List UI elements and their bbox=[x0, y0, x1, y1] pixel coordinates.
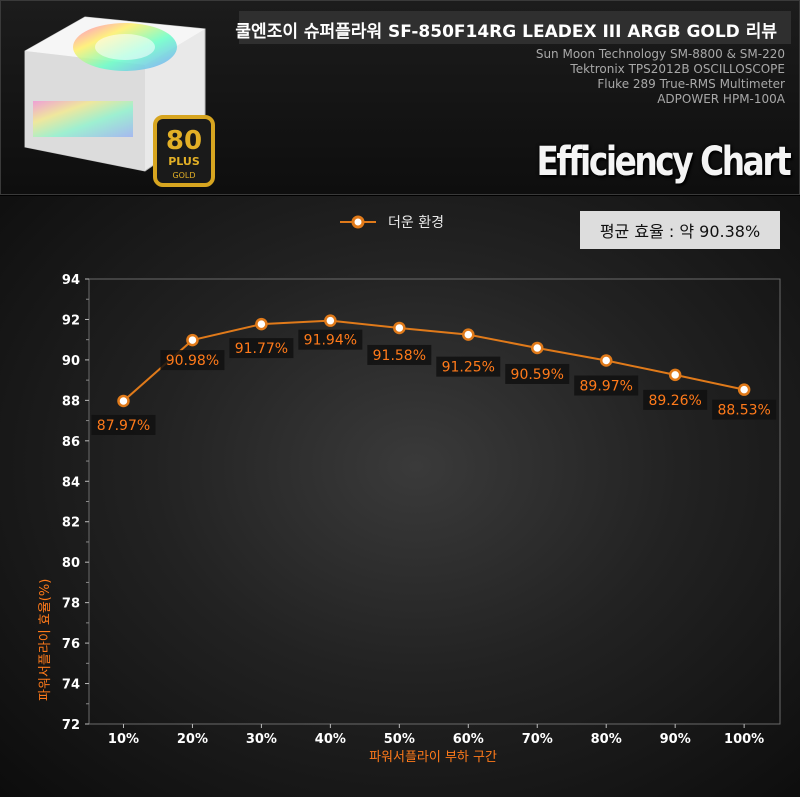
data-point bbox=[668, 368, 682, 382]
average-efficiency-box: 평균 효율 : 약 90.38% bbox=[580, 211, 780, 249]
equipment-line: Sun Moon Technology SM-8800 & SM-220 bbox=[535, 47, 785, 61]
badge-bottom-text: GOLD bbox=[172, 171, 195, 180]
x-tick-label: 70% bbox=[522, 732, 553, 747]
y-tick-label: 72 bbox=[62, 718, 80, 733]
series-line bbox=[122, 319, 745, 402]
review-title: 쿨엔조이 슈퍼플라워 SF-850F14RG LEADEX III ARGB G… bbox=[235, 22, 777, 42]
data-point bbox=[599, 354, 613, 367]
equipment-line: Tektronix TPS2012B OSCILLOSCOPE bbox=[570, 62, 785, 76]
x-tick-label: 10% bbox=[108, 732, 139, 747]
chart-area: 72 74 76 78 80 82 84 86 88 90 92 94 10% 20% 30% 40% 50% 6… bbox=[0, 196, 800, 797]
data-label-bg bbox=[436, 356, 501, 377]
efficiency-line-chart: 72 74 76 78 80 82 84 86 88 90 92 94 10% 20% 30% 40% 50% 6… bbox=[62, 273, 781, 747]
x-tick-label: 100% bbox=[724, 732, 764, 747]
badge-top-text: 80 bbox=[166, 126, 202, 156]
data-label: 91.25% bbox=[442, 360, 495, 376]
chart-title: Efficiency Chart bbox=[536, 139, 791, 185]
data-label: 90.98% bbox=[166, 353, 219, 369]
data-label-bg bbox=[505, 363, 570, 384]
data-point bbox=[117, 394, 130, 408]
data-point bbox=[531, 341, 544, 355]
x-tick-label: 90% bbox=[660, 732, 691, 747]
test-equipment-list: Sun Moon Technology SM-8800 & SM-220 Tek… bbox=[536, 47, 785, 107]
y-tick-label: 94 bbox=[62, 273, 80, 288]
y-tick-label: 88 bbox=[62, 394, 80, 409]
x-tick-label: 20% bbox=[177, 732, 208, 747]
y-tick-label: 86 bbox=[62, 435, 80, 450]
y-tick-label: 80 bbox=[62, 556, 80, 571]
x-tick-label: 30% bbox=[246, 732, 277, 747]
data-label-bg bbox=[712, 399, 777, 420]
data-label-bg bbox=[229, 338, 294, 359]
y-tick-label: 82 bbox=[62, 516, 80, 531]
data-point bbox=[737, 383, 751, 396]
legend-marker-icon bbox=[340, 215, 376, 229]
data-label: 91.94% bbox=[304, 333, 357, 349]
data-label: 89.26% bbox=[648, 393, 701, 409]
data-label: 91.58% bbox=[373, 348, 426, 364]
data-point bbox=[324, 314, 337, 327]
equipment-line: Fluke 289 True-RMS Multimeter bbox=[597, 77, 785, 91]
data-label: 91.77% bbox=[235, 341, 288, 357]
data-label: 87.97% bbox=[97, 418, 150, 434]
data-point bbox=[255, 317, 268, 331]
header-banner: 80 PLUS GOLD 쿨엔조이 슈퍼플라워 SF-850F14RG LEAD… bbox=[0, 0, 800, 195]
y-tick-label: 84 bbox=[62, 475, 80, 490]
x-tick-label: 50% bbox=[384, 732, 415, 747]
y-tick-label: 92 bbox=[62, 313, 80, 328]
data-label-bg bbox=[643, 389, 708, 410]
x-tick-label: 80% bbox=[591, 732, 622, 747]
data-label: 88.53% bbox=[717, 403, 770, 419]
x-tick-label: 60% bbox=[453, 732, 484, 747]
data-label-bg bbox=[574, 375, 639, 396]
data-label-bg bbox=[298, 329, 363, 350]
y-tick-label: 76 bbox=[62, 637, 80, 652]
data-point bbox=[462, 328, 475, 341]
title-bar: 쿨엔조이 슈퍼플라워 SF-850F14RG LEADEX III ARGB G… bbox=[235, 11, 791, 44]
data-point bbox=[393, 321, 406, 335]
legend-series-label: 더운 환경 bbox=[388, 215, 444, 231]
data-label-bg bbox=[91, 414, 156, 435]
badge-middle-text: PLUS bbox=[168, 155, 200, 168]
data-label: 89.97% bbox=[580, 379, 633, 395]
x-tick-label: 40% bbox=[315, 732, 346, 747]
y-tick-label: 74 bbox=[62, 678, 80, 693]
data-label-bg bbox=[367, 344, 432, 365]
x-axis-title: 파워서플라이 부하 구간 bbox=[369, 750, 497, 765]
y-axis-title: 파워서플라이 효율(%) bbox=[38, 578, 53, 701]
80-plus-gold-badge bbox=[153, 115, 215, 187]
equipment-line: ADPOWER HPM-100A bbox=[657, 92, 785, 106]
psu-product-image: 80 PLUS GOLD bbox=[24, 16, 215, 187]
y-tick-label: 90 bbox=[62, 354, 80, 369]
y-tick-label: 78 bbox=[62, 597, 80, 612]
data-label: 90.59% bbox=[511, 367, 564, 383]
data-point bbox=[186, 333, 199, 347]
legend: 더운 환경 bbox=[340, 212, 444, 232]
data-label-bg bbox=[160, 350, 225, 371]
